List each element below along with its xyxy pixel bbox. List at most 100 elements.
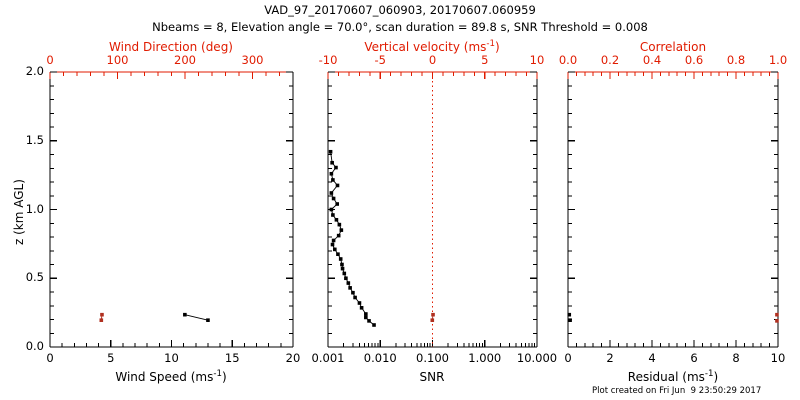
y-axis-tick-label: 2.0 — [25, 64, 44, 78]
axis-tick-label: 0.6 — [684, 53, 704, 67]
snr-snr-marker — [336, 233, 341, 238]
wind-bottom-axis-label-sup: -1 — [213, 369, 222, 379]
axis-tick-label: 0.001 — [311, 351, 345, 365]
snr-vertical-velocity-marker — [431, 312, 435, 317]
snr-top-axis-label: Vertical velocity (ms-1) — [364, 39, 499, 54]
figure-subtitle: Nbeams = 8, Elevation angle = 70.0°, sca… — [152, 20, 648, 34]
axis-tick-label: 10 — [770, 351, 786, 365]
snr-snr-marker — [335, 202, 339, 206]
snr-snr-marker — [335, 183, 340, 188]
snr-snr-marker — [364, 315, 368, 320]
axis-tick-label: 100 — [106, 53, 129, 67]
snr-snr-marker — [372, 323, 376, 327]
axis-tick-label: -10 — [318, 53, 338, 67]
wind-wind-speed-marker — [206, 318, 210, 322]
snr-snr-marker — [329, 191, 334, 195]
y-axis-tick-label: 0.5 — [25, 270, 44, 285]
axis-tick-label: 200 — [174, 53, 196, 67]
snr-snr-marker — [331, 213, 335, 217]
axis-tick-label: 5 — [481, 53, 489, 67]
snr-snr-marker — [339, 228, 344, 232]
residual-bottom-axis-label-sup: -1 — [704, 369, 714, 379]
snr-snr-marker — [346, 281, 351, 285]
residual-data-series — [567, 312, 779, 323]
wind-bottom-axis-label-main: Wind Speed (ms — [115, 370, 214, 384]
snr-snr-marker — [331, 178, 335, 182]
figure-title: VAD_97_20170607_060903, 20170607.060959 — [264, 3, 536, 17]
snr-snr-marker — [333, 247, 337, 252]
wind-wind-direction-marker — [99, 318, 104, 322]
y-axis-tick-label: 0.0 — [25, 339, 44, 353]
axis-tick-label: 0 — [428, 53, 437, 67]
snr-snr-marker — [328, 149, 333, 154]
snr-snr-marker — [330, 242, 335, 247]
axis-tick-label: 4 — [648, 351, 656, 365]
plot-timestamp-footer: Plot created on Fri Jun 9 23:50:29 2017 — [592, 386, 762, 396]
snr-vertical-velocity-marker — [430, 318, 435, 322]
snr-top-axis-label-sup: -1 — [486, 39, 495, 49]
snr-snr-line — [330, 151, 375, 326]
wind-data-series — [99, 312, 210, 322]
snr-snr-marker — [359, 306, 364, 310]
wind-bottom-axis-label: Wind Speed (ms-1) — [115, 369, 227, 384]
snr-snr-marker — [337, 222, 342, 227]
axis-tick-label: 0 — [46, 53, 54, 67]
axis-tick-label: 0.0 — [558, 53, 578, 67]
snr-snr-marker — [344, 276, 348, 281]
wind-wind-speed-marker — [183, 312, 187, 317]
snr-bottom-axis-label: SNR — [419, 370, 445, 384]
axis-tick-label: 10 — [529, 53, 545, 67]
axis-tick-label: 0.010 — [363, 351, 397, 365]
axis-tick-label: 0 — [46, 351, 54, 365]
snr-snr-marker — [340, 266, 345, 271]
y-axis-tick-label: 1.0 — [25, 201, 44, 216]
axis-tick-label: 0.100 — [416, 351, 449, 365]
snr-snr-marker — [329, 207, 334, 212]
axis-tick-label: 0.8 — [726, 53, 746, 67]
residual-correlation-marker — [775, 312, 779, 317]
axis-tick-label: -5 — [374, 53, 386, 67]
axis-tick-label: 1.0 — [768, 53, 788, 67]
residual-bottom-axis-label: Residual (ms-1) — [627, 369, 719, 384]
axis-tick-label: 20 — [285, 351, 301, 365]
wind-bottom-axis-label-tail: ) — [221, 370, 227, 384]
axis-tick-label: 8 — [732, 351, 740, 365]
wind-wind-speed-line — [184, 314, 209, 321]
residual-residual-marker — [567, 312, 572, 317]
axis-tick-label: 15 — [224, 351, 240, 365]
snr-snr-marker — [342, 271, 347, 276]
wind-wind-direction-marker — [100, 312, 104, 317]
axis-tick-label: 0 — [564, 351, 572, 365]
snr-snr-marker — [331, 196, 336, 201]
y-axis-tick-label: 1.5 — [25, 132, 44, 147]
snr-snr-marker — [329, 171, 334, 176]
residual-residual-marker — [568, 318, 572, 322]
residual-bottom-axis-label-main: Residual (ms — [627, 370, 705, 384]
residual-correlation-marker — [775, 319, 779, 323]
axis-tick-label: 10 — [164, 351, 179, 365]
axis-tick-label: 300 — [241, 53, 264, 67]
axis-tick-label: 0.4 — [642, 53, 662, 67]
snr-snr-marker — [351, 290, 355, 295]
snr-data-series — [328, 149, 435, 327]
snr-top-axis-label-main: Vertical velocity (ms — [364, 40, 487, 54]
snr-snr-marker — [336, 252, 340, 256]
snr-snr-marker — [357, 301, 362, 305]
snr-snr-marker — [338, 257, 343, 261]
snr-snr-marker — [348, 286, 352, 290]
axis-tick-label: 6 — [690, 351, 698, 365]
residual-bottom-axis-label-tail: ) — [713, 370, 719, 384]
snr-snr-marker — [334, 218, 339, 222]
snr-snr-marker — [340, 262, 344, 267]
axis-tick-label: 5 — [107, 351, 115, 365]
snr-snr-marker — [353, 295, 357, 300]
axis-tick-label: 1.000 — [468, 351, 502, 365]
axis-tick-label: 0.2 — [600, 53, 620, 67]
snr-snr-marker — [330, 160, 334, 165]
snr-snr-marker — [367, 319, 371, 323]
axis-tick-label: 2 — [606, 351, 614, 365]
wind-top-axis-label: Wind Direction (deg) — [109, 40, 233, 54]
snr-snr-marker — [334, 165, 338, 170]
snr-snr-marker — [331, 238, 336, 243]
